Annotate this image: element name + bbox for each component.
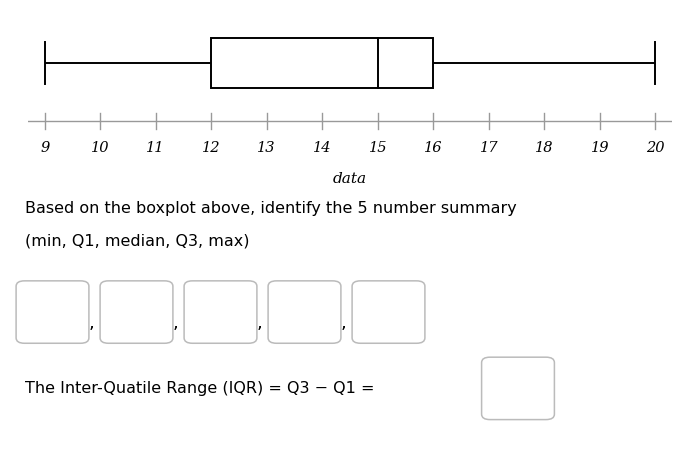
Text: 14: 14 xyxy=(313,141,332,155)
Text: 15: 15 xyxy=(368,141,387,155)
Text: 13: 13 xyxy=(258,141,276,155)
Text: 19: 19 xyxy=(591,141,609,155)
FancyBboxPatch shape xyxy=(352,281,425,343)
FancyBboxPatch shape xyxy=(482,357,554,419)
Text: 9: 9 xyxy=(40,141,49,155)
Text: 20: 20 xyxy=(646,141,664,155)
Text: data: data xyxy=(333,172,367,185)
Text: ,: , xyxy=(172,314,178,332)
Text: (min, Q1, median, Q3, max): (min, Q1, median, Q3, max) xyxy=(25,233,249,249)
FancyBboxPatch shape xyxy=(184,281,257,343)
FancyBboxPatch shape xyxy=(16,281,89,343)
Text: 17: 17 xyxy=(480,141,498,155)
Text: 18: 18 xyxy=(535,141,554,155)
Bar xyxy=(211,38,433,88)
Text: 10: 10 xyxy=(91,141,109,155)
Text: ,: , xyxy=(88,314,94,332)
Text: The Inter-Quatile Range (IQR) = Q3 − Q1 =: The Inter-Quatile Range (IQR) = Q3 − Q1 … xyxy=(25,381,374,396)
Text: 12: 12 xyxy=(202,141,220,155)
Text: 11: 11 xyxy=(146,141,165,155)
FancyBboxPatch shape xyxy=(100,281,173,343)
Text: Based on the boxplot above, identify the 5 number summary: Based on the boxplot above, identify the… xyxy=(25,201,517,216)
FancyBboxPatch shape xyxy=(268,281,341,343)
Text: ,: , xyxy=(256,314,262,332)
Text: 16: 16 xyxy=(424,141,442,155)
Text: ,: , xyxy=(340,314,346,332)
